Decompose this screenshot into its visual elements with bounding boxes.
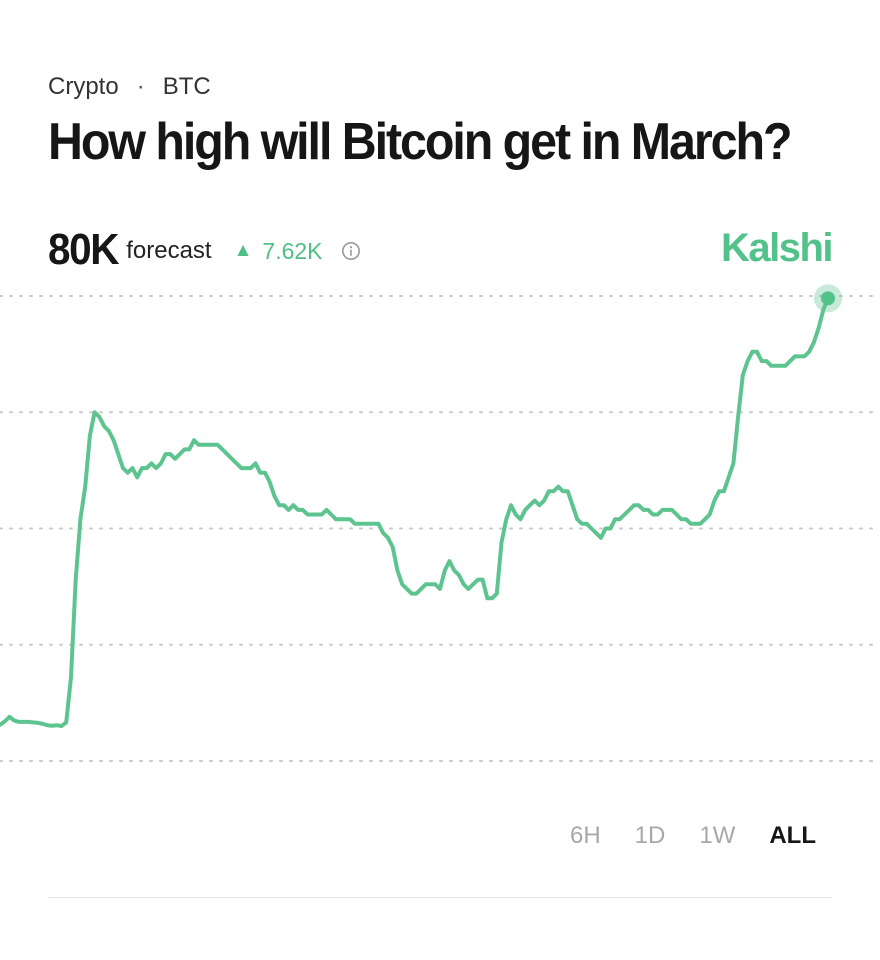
info-circle-icon[interactable] (341, 241, 361, 261)
range-1w-button[interactable]: 1W (699, 822, 736, 849)
forecast-label: forecast (126, 237, 212, 264)
range-6h-button[interactable]: 6H (569, 822, 601, 849)
divider (48, 897, 832, 898)
page-title: How high will Bitcoin get in March? (48, 113, 792, 171)
breadcrumb: Crypto · BTC (48, 73, 211, 101)
forecast-value: 80K (48, 225, 120, 274)
breadcrumb-ticker[interactable]: BTC (162, 73, 211, 100)
breadcrumb-category[interactable]: Crypto (48, 73, 119, 100)
series-line (0, 296, 830, 729)
up-arrow-icon: ▲ (233, 240, 253, 261)
range-1d-button[interactable]: 1D (634, 822, 666, 849)
time-range-selector: 6H 1D 1W ALL (570, 822, 816, 850)
series-endpoint (821, 291, 835, 306)
forecast-change: ▲ 7.62K (234, 238, 323, 265)
forecast-chart (0, 284, 880, 762)
forecast-summary: 80K forecast ▲ 7.62K (48, 222, 361, 278)
breadcrumb-separator: · (136, 73, 145, 100)
forecast-change-value: 7.62K (262, 237, 323, 264)
chart-gridlines (0, 295, 880, 762)
range-all-button[interactable]: ALL (769, 822, 816, 849)
kalshi-logo: Kalshi (720, 226, 834, 270)
